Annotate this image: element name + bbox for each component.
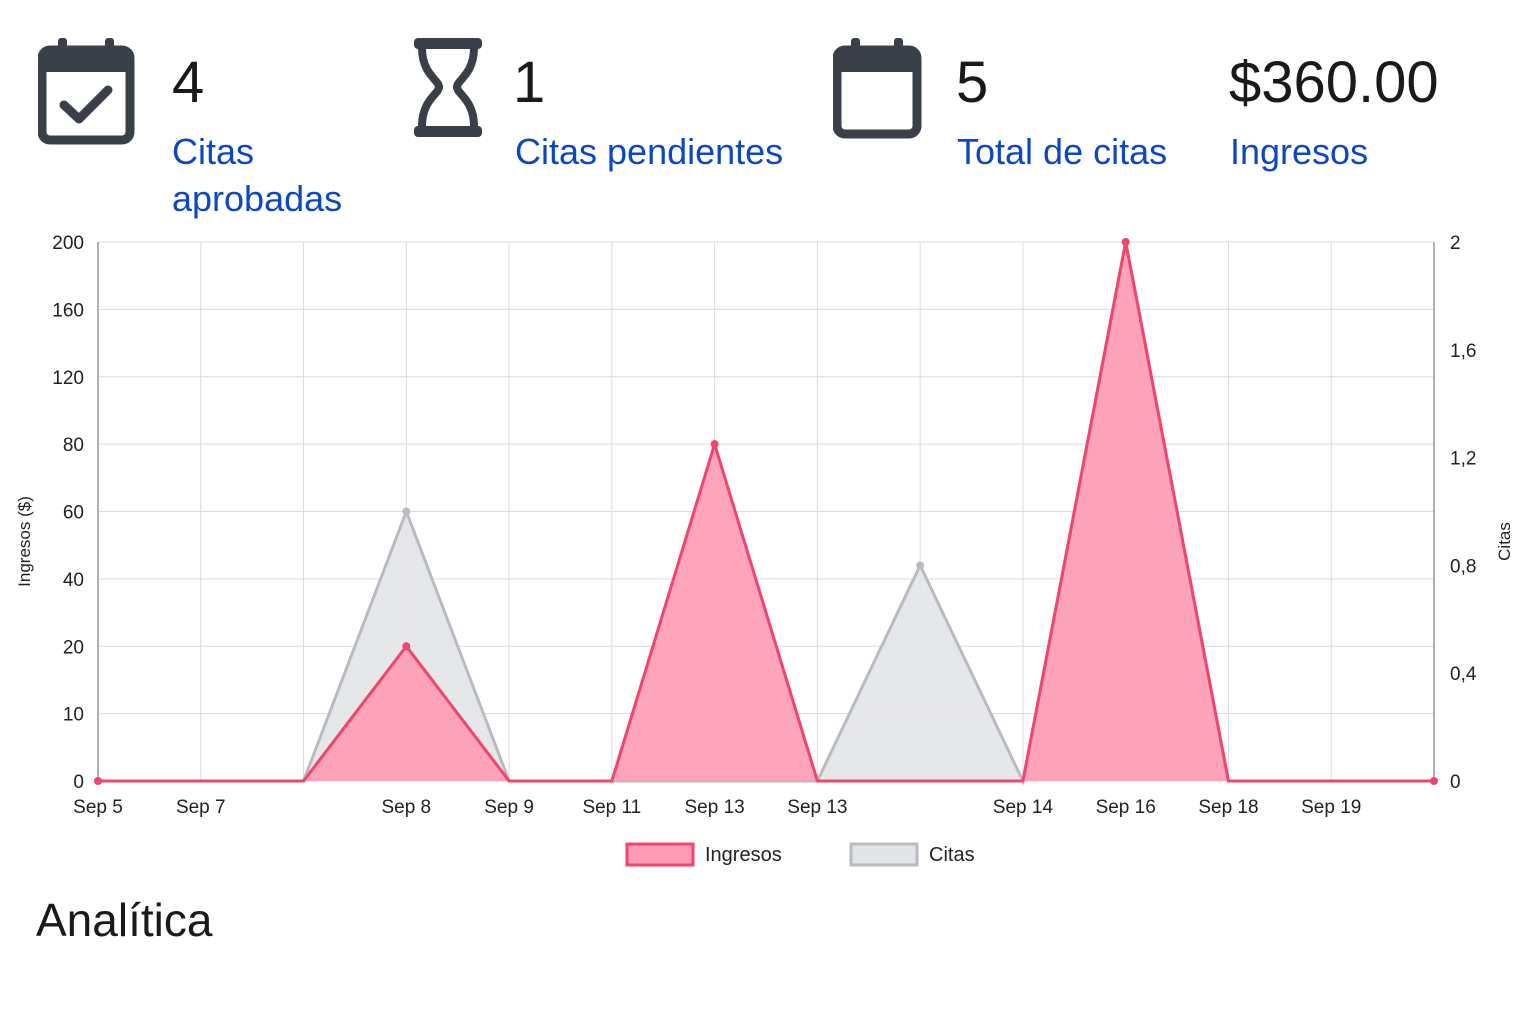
y-left-tick-label: 60 — [63, 503, 84, 524]
x-tick-label: Sep 11 — [582, 797, 641, 818]
approved-label[interactable]: Citas aprobadas — [172, 131, 343, 219]
x-tick-label: Sep 9 — [484, 797, 534, 818]
data-point-ingresos — [94, 777, 102, 785]
pending-count: 1 — [513, 50, 546, 115]
total-label[interactable]: Total de citas — [957, 131, 1168, 172]
y-left-axis-title: Ingresos ($) — [15, 496, 34, 587]
hourglass-icon — [412, 36, 484, 145]
x-tick-label: Sep 5 — [73, 797, 123, 818]
data-point-citas — [402, 507, 411, 516]
y-left-tick-label: 200 — [52, 233, 84, 254]
data-point-ingresos — [710, 440, 719, 449]
x-tick-label: Sep 8 — [381, 797, 431, 818]
legend-label-ingresos: Ingresos — [705, 844, 782, 866]
pending-label[interactable]: Citas pendientes — [515, 131, 784, 172]
legend-swatch-citas — [849, 842, 919, 867]
y-right-tick-label: 0 — [1450, 772, 1461, 793]
calendar-check-icon — [37, 36, 138, 151]
y-left-tick-label: 10 — [63, 705, 84, 726]
y-left-tick-label: 80 — [63, 435, 84, 456]
data-point-ingresos — [402, 642, 411, 651]
data-point-ingresos — [1430, 777, 1438, 785]
data-point-ingresos — [1121, 238, 1130, 246]
series-line-ingresos — [98, 241, 1434, 783]
y-right-tick-label: 1,6 — [1450, 341, 1476, 362]
approved-count: 4 — [172, 50, 205, 115]
y-left-tick-label: 20 — [63, 637, 84, 658]
y-right-tick-label: 0,4 — [1450, 664, 1477, 685]
y-left-tick-label: 160 — [52, 300, 84, 321]
legend-label-citas: Citas — [929, 844, 975, 866]
x-tick-label: Sep 16 — [1096, 797, 1156, 818]
y-left-tick-label: 40 — [63, 570, 84, 591]
x-tick-label: Sep 19 — [1301, 797, 1361, 818]
revenue-appointments-chart: 0 10 20 40 60 80 120 160 200 2 1,6 1,2 0,8 0,4 0 Sep 5 S… — [15, 233, 1514, 867]
y-right-axis-title: Citas — [1495, 522, 1514, 561]
y-right-tick-label: 2 — [1450, 233, 1461, 254]
y-left-tick-label: 120 — [52, 368, 84, 389]
x-tick-label: Sep 13 — [684, 797, 744, 818]
legend-swatch-ingresos — [625, 842, 695, 867]
total-count: 5 — [956, 50, 989, 115]
x-tick-label: Sep 14 — [993, 797, 1054, 818]
revenue-label[interactable]: Ingresos — [1230, 131, 1369, 172]
data-point-citas — [916, 561, 925, 570]
calendar-icon — [832, 36, 933, 151]
analytics-heading: Analítica — [36, 894, 213, 946]
x-tick-label: Sep 7 — [176, 797, 226, 818]
x-tick-label: Sep 13 — [787, 797, 847, 818]
revenue-amount: $360.00 — [1229, 50, 1439, 115]
x-tick-label: Sep 18 — [1198, 797, 1258, 818]
y-right-tick-label: 1,2 — [1450, 449, 1476, 470]
y-left-tick-label: 0 — [73, 772, 84, 793]
y-right-tick-label: 0,8 — [1450, 556, 1476, 577]
